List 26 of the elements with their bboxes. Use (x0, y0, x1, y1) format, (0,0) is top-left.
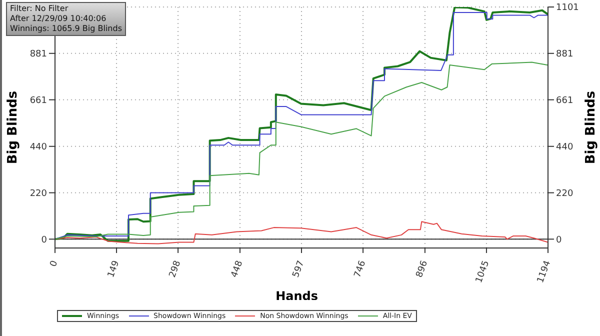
x-tick-label: 298 (168, 259, 184, 280)
annotation: After 12/29/09 10:40:06 (10, 14, 108, 24)
x-tick-label: 746 (352, 259, 368, 280)
y-tick-label: 440 (30, 142, 48, 153)
y-axis-title: Big Blinds (6, 90, 21, 164)
annotation: Filter: No Filter (10, 4, 70, 14)
y-tick-label: 881 (30, 50, 47, 60)
x-tick-label: 0 (48, 259, 60, 268)
annotation: Winnings: 1065.9 Big Blinds (10, 24, 122, 34)
y2-tick-label: 661 (556, 96, 574, 106)
x-axis-title: Hands (276, 289, 318, 303)
y2-axis-title: Big Blinds (584, 90, 599, 164)
x-tick-label: 896 (414, 259, 430, 280)
y2-tick-label: 881 (556, 50, 574, 60)
y2-tick-label: 220 (556, 188, 574, 199)
y2-tick-label: 440 (556, 142, 574, 153)
y-tick-label: 661 (30, 96, 47, 106)
x-tick-label: 149 (106, 259, 122, 280)
x-tick-label: 1045 (474, 259, 492, 284)
y2-tick-label: 1101 (556, 3, 579, 14)
y-tick-label: 220 (30, 188, 48, 199)
y2-tick-label: 0 (556, 235, 562, 246)
y-tick-label: 0 (41, 235, 48, 246)
x-tick-label: 1194 (536, 259, 554, 284)
x-tick-label: 597 (291, 259, 307, 280)
x-tick-label: 448 (230, 259, 246, 280)
